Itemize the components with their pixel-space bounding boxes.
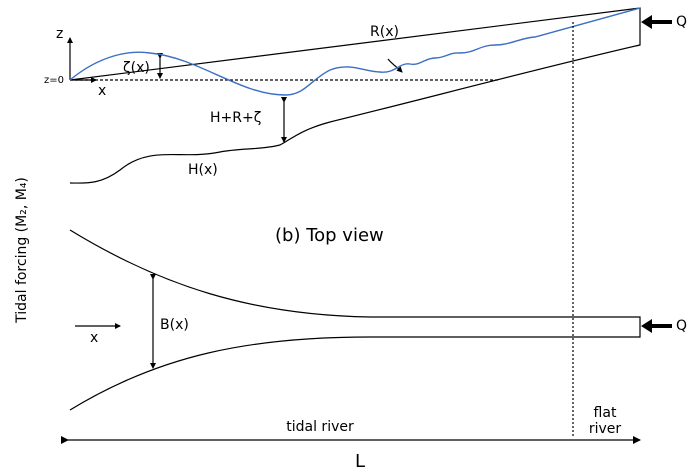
funnel-outline xyxy=(69,229,641,411)
forcing-label: Tidal forcing (M₂, M₄) xyxy=(14,177,30,324)
side-view-shapes xyxy=(67,7,641,184)
tidal-river-label: tidal river xyxy=(286,419,354,435)
q-arrows xyxy=(641,15,672,333)
depth-label: H+R+ζ xyxy=(210,110,261,126)
z-label: z xyxy=(56,26,63,42)
q-arrowhead xyxy=(641,319,652,333)
b-label: B(x) xyxy=(160,317,189,333)
tidal-wave xyxy=(69,7,641,96)
q-label: Q xyxy=(676,318,687,334)
z0-label: z=0 xyxy=(44,75,64,86)
channel-outline xyxy=(69,7,641,184)
flat-river-label: river xyxy=(589,421,622,437)
x-label: x xyxy=(98,83,106,99)
top-view-shapes xyxy=(61,22,641,444)
r-label: R(x) xyxy=(370,24,399,40)
flat-river-label: flat xyxy=(594,405,617,421)
q-label: Q xyxy=(676,14,687,30)
zeta-label: ζ(x) xyxy=(123,60,150,76)
r-pointer xyxy=(387,58,403,73)
top-view-title: (b) Top view xyxy=(275,225,384,246)
x-label: x xyxy=(90,330,98,346)
q-arrowhead xyxy=(641,15,652,29)
h-label: H(x) xyxy=(188,162,218,178)
length-label: L xyxy=(355,451,365,472)
